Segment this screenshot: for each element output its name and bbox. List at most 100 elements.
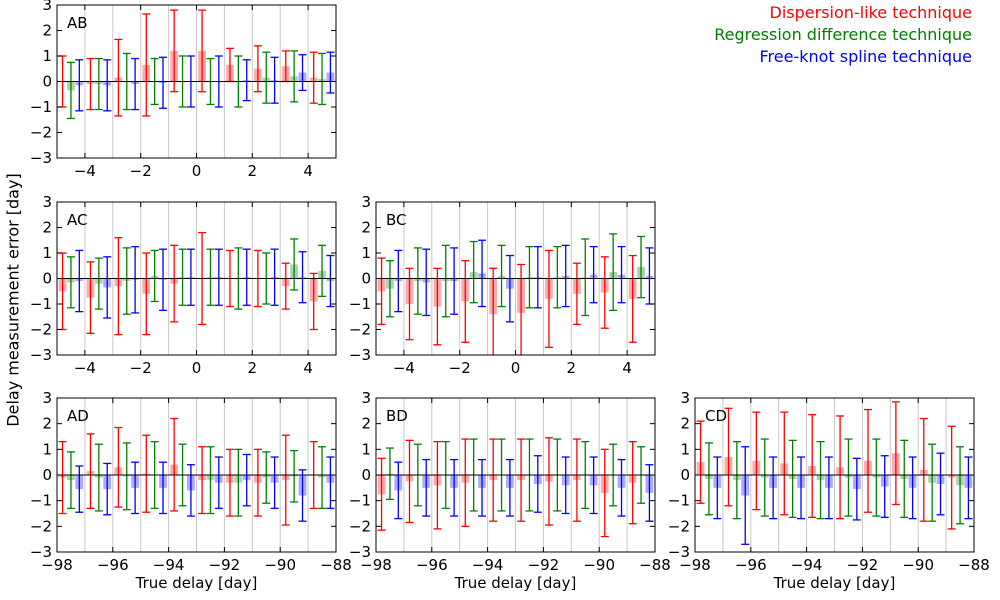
errorbar-bc-s0-4 [489, 267, 498, 355]
errorbar-bc-s0-7 [572, 262, 581, 326]
x-tick-label: 4 [303, 359, 313, 377]
errorbar-ad-s1-6 [234, 448, 243, 517]
x-tick-label: 4 [622, 359, 632, 377]
y-tick-label: 1 [42, 244, 52, 262]
y-tick-label: 3 [361, 389, 371, 407]
errorbar-bc-s0-9 [628, 254, 637, 343]
errorbar-bc-s2-2 [450, 247, 459, 315]
errorbar-ac-s1-8 [290, 238, 299, 291]
errorbar-ac-s0-4 [170, 244, 179, 323]
errorbar-ad-s0-8 [281, 434, 290, 526]
errorbar-ac-s1-0 [66, 256, 75, 309]
errorbar-ad-s2-8 [298, 469, 307, 522]
errorbar-bd-s1-0 [385, 447, 394, 501]
errorbar-bd-s0-5 [517, 438, 526, 522]
x-tick-label: −90 [583, 556, 615, 574]
x-tick-label: −2 [449, 359, 471, 377]
errorbar-ad-s2-9 [326, 456, 335, 510]
errorbar-cd-s2-4 [824, 456, 833, 520]
y-tick-label: 1 [361, 440, 371, 458]
errorbar-ab-s0-5 [198, 9, 207, 93]
x-tick-label: 4 [303, 162, 313, 180]
errorbar-ad-s2-0 [75, 465, 84, 513]
errorbar-ac-s0-3 [142, 252, 151, 336]
errorbar-ab-s0-7 [253, 45, 262, 93]
errorbar-cd-s0-4 [808, 414, 817, 518]
x-tick-label: 0 [192, 359, 202, 377]
errorbar-bd-s0-1 [405, 439, 414, 524]
errorbar-ad-s0-7 [253, 448, 262, 517]
y-tick-label: 3 [42, 0, 52, 14]
errorbar-ad-s0-4 [170, 417, 179, 512]
errorbar-ab-s1-9 [318, 52, 327, 106]
panel-bc: −3 −2 −1 0 1 2 3 −4 −2 0 2 4 BC [349, 193, 656, 377]
x-tick-label: −90 [902, 556, 934, 574]
errorbar-cd-s0-9 [947, 425, 956, 530]
y-tick-label: 1 [680, 440, 690, 458]
errorbar-ac-s2-8 [298, 251, 307, 304]
x-tick-label: −96 [416, 556, 448, 574]
panel-label: AB [67, 14, 88, 32]
y-tick-label: 0 [361, 466, 371, 484]
errorbar-ad-s0-6 [225, 448, 234, 517]
errorbar-cd-s2-8 [936, 452, 945, 516]
errorbar-ac-s2-3 [159, 248, 168, 312]
x-tick-label: −94 [791, 556, 823, 574]
x-tick-label: −4 [74, 162, 96, 180]
y-tick-label: −2 [30, 124, 52, 142]
y-tick-label: 1 [42, 440, 52, 458]
y-tick-label: −2 [30, 517, 52, 535]
errorbar-cd-s0-8 [919, 417, 928, 522]
errorbar-ab-s0-3 [142, 13, 151, 117]
x-tick-label: −2 [130, 162, 152, 180]
errorbar-ad-s1-2 [122, 442, 131, 511]
errorbar-cd-s1-0 [704, 442, 713, 516]
errorbar-bd-s0-7 [572, 438, 581, 522]
x-tick-label: −4 [393, 359, 415, 377]
y-tick-label: 2 [361, 415, 371, 433]
x-tick-label: −94 [472, 556, 504, 574]
errorbar-ab-s2-1 [103, 59, 112, 112]
errorbar-ad-s0-1 [86, 433, 95, 510]
y-tick-label: 2 [42, 415, 52, 433]
y-tick-label: 2 [680, 415, 690, 433]
x-tick-label: 2 [248, 359, 258, 377]
errorbar-ad-s2-2 [131, 461, 140, 515]
errorbar-bc-s0-0 [377, 257, 386, 326]
errorbar-cd-s1-6 [872, 438, 881, 517]
y-tick-label: −1 [30, 98, 52, 116]
errorbar-bc-s1-2 [441, 244, 450, 318]
x-tick-label: −98 [679, 556, 711, 574]
errorbar-bc-s0-3 [461, 259, 470, 343]
x-tick-label: 0 [511, 359, 521, 377]
errorbar-ab-s2-6 [242, 59, 251, 102]
errorbar-bd-s2-2 [450, 458, 459, 517]
errorbar-bd-s2-3 [478, 458, 487, 517]
errorbar-ad-s2-6 [242, 453, 251, 507]
y-tick-label: −3 [349, 543, 371, 561]
x-tick-label: −98 [41, 556, 73, 574]
y-tick-label: 2 [42, 22, 52, 40]
x-tick-label: −96 [97, 556, 129, 574]
errorbar-bd-s0-4 [489, 438, 498, 522]
y-tick-label: 2 [361, 219, 371, 237]
errorbar-ab-s0-9 [309, 51, 318, 104]
errorbar-bc-s1-7 [581, 238, 590, 317]
errorbar-ac-s1-2 [122, 247, 131, 315]
errorbar-ad-s2-1 [103, 462, 112, 516]
x-tick-label: −88 [958, 556, 990, 574]
errorbar-bd-s0-6 [544, 437, 553, 526]
errorbar-bd-s2-1 [422, 458, 431, 517]
errorbar-cd-s0-6 [863, 408, 872, 513]
errorbar-cd-s1-4 [816, 440, 825, 520]
errorbar-cd-s2-6 [880, 455, 889, 518]
y-tick-label: −1 [349, 492, 371, 510]
y-tick-label: 0 [680, 466, 690, 484]
errorbar-bd-s0-9 [628, 440, 637, 525]
errorbar-cd-s0-3 [780, 411, 789, 516]
errorbar-bc-s2-3 [478, 239, 487, 308]
panel-label: AC [67, 211, 87, 229]
errorbar-ac-s2-1 [103, 256, 112, 319]
y-tick-label: 0 [361, 270, 371, 288]
